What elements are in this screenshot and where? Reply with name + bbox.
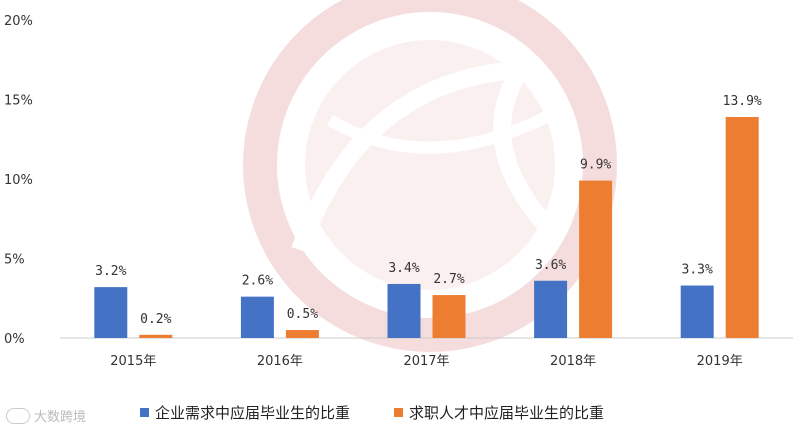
legend-label-jobseekers: 求职人才中应届毕业生的比重 (409, 404, 605, 422)
x-tick-label: 2018年 (550, 354, 596, 369)
bar-jobseekers (432, 295, 466, 338)
bar-demand (240, 296, 274, 338)
y-tick-label: 5% (4, 253, 25, 268)
bar-jobseekers (725, 116, 759, 339)
watermark-text: 大数跨境 (34, 410, 87, 425)
data-label: 2.7% (433, 272, 464, 287)
legend-label-demand: 企业需求中应届毕业生的比重 (155, 404, 351, 422)
legend-item-demand: 企业需求中应届毕业生的比重 (140, 402, 350, 423)
y-tick-label: 0% (4, 332, 25, 347)
watermark: 大数跨境 (6, 406, 86, 425)
bar-demand (94, 287, 128, 338)
y-tick-label: 20% (4, 14, 33, 29)
weibo-logo-icon (6, 407, 30, 424)
data-label: 0.5% (287, 307, 318, 322)
data-label: 3.6% (535, 258, 566, 273)
x-tick-label: 2016年 (257, 354, 303, 369)
y-tick-label: 15% (4, 94, 33, 109)
legend-swatch-orange (394, 408, 404, 417)
data-label: 0.2% (140, 312, 171, 327)
miit-talent-seal-icon (243, 0, 617, 352)
x-tick-label: 2019年 (697, 354, 743, 369)
data-label: 9.9% (580, 158, 611, 173)
data-label: 13.9% (723, 94, 762, 109)
data-label: 3.2% (95, 264, 126, 279)
bar-demand (680, 285, 714, 338)
x-tick-label: 2017年 (403, 354, 449, 369)
y-tick-label: 10% (4, 173, 33, 188)
bar-jobseekers (579, 180, 613, 338)
bar-demand (534, 280, 568, 338)
bar-chart: 0% 5% 10% 15% 20% 3.2% 0.2% 2.6% 0.5% 3.4% 2.7% 3.… (4, 0, 793, 369)
chart-legend: 企业需求中应届毕业生的比重 求职人才中应届毕业生的比重 (140, 402, 604, 423)
legend-swatch-blue (140, 408, 149, 417)
legend-item-jobseekers: 求职人才中应届毕业生的比重 (394, 402, 604, 423)
bar-jobseekers (285, 330, 319, 338)
data-label: 3.4% (388, 261, 419, 276)
x-tick-label: 2015年 (110, 354, 156, 369)
data-label: 3.3% (682, 263, 713, 278)
data-label: 2.6% (242, 274, 273, 289)
bar-demand (387, 283, 421, 338)
bar-jobseekers (139, 334, 173, 338)
